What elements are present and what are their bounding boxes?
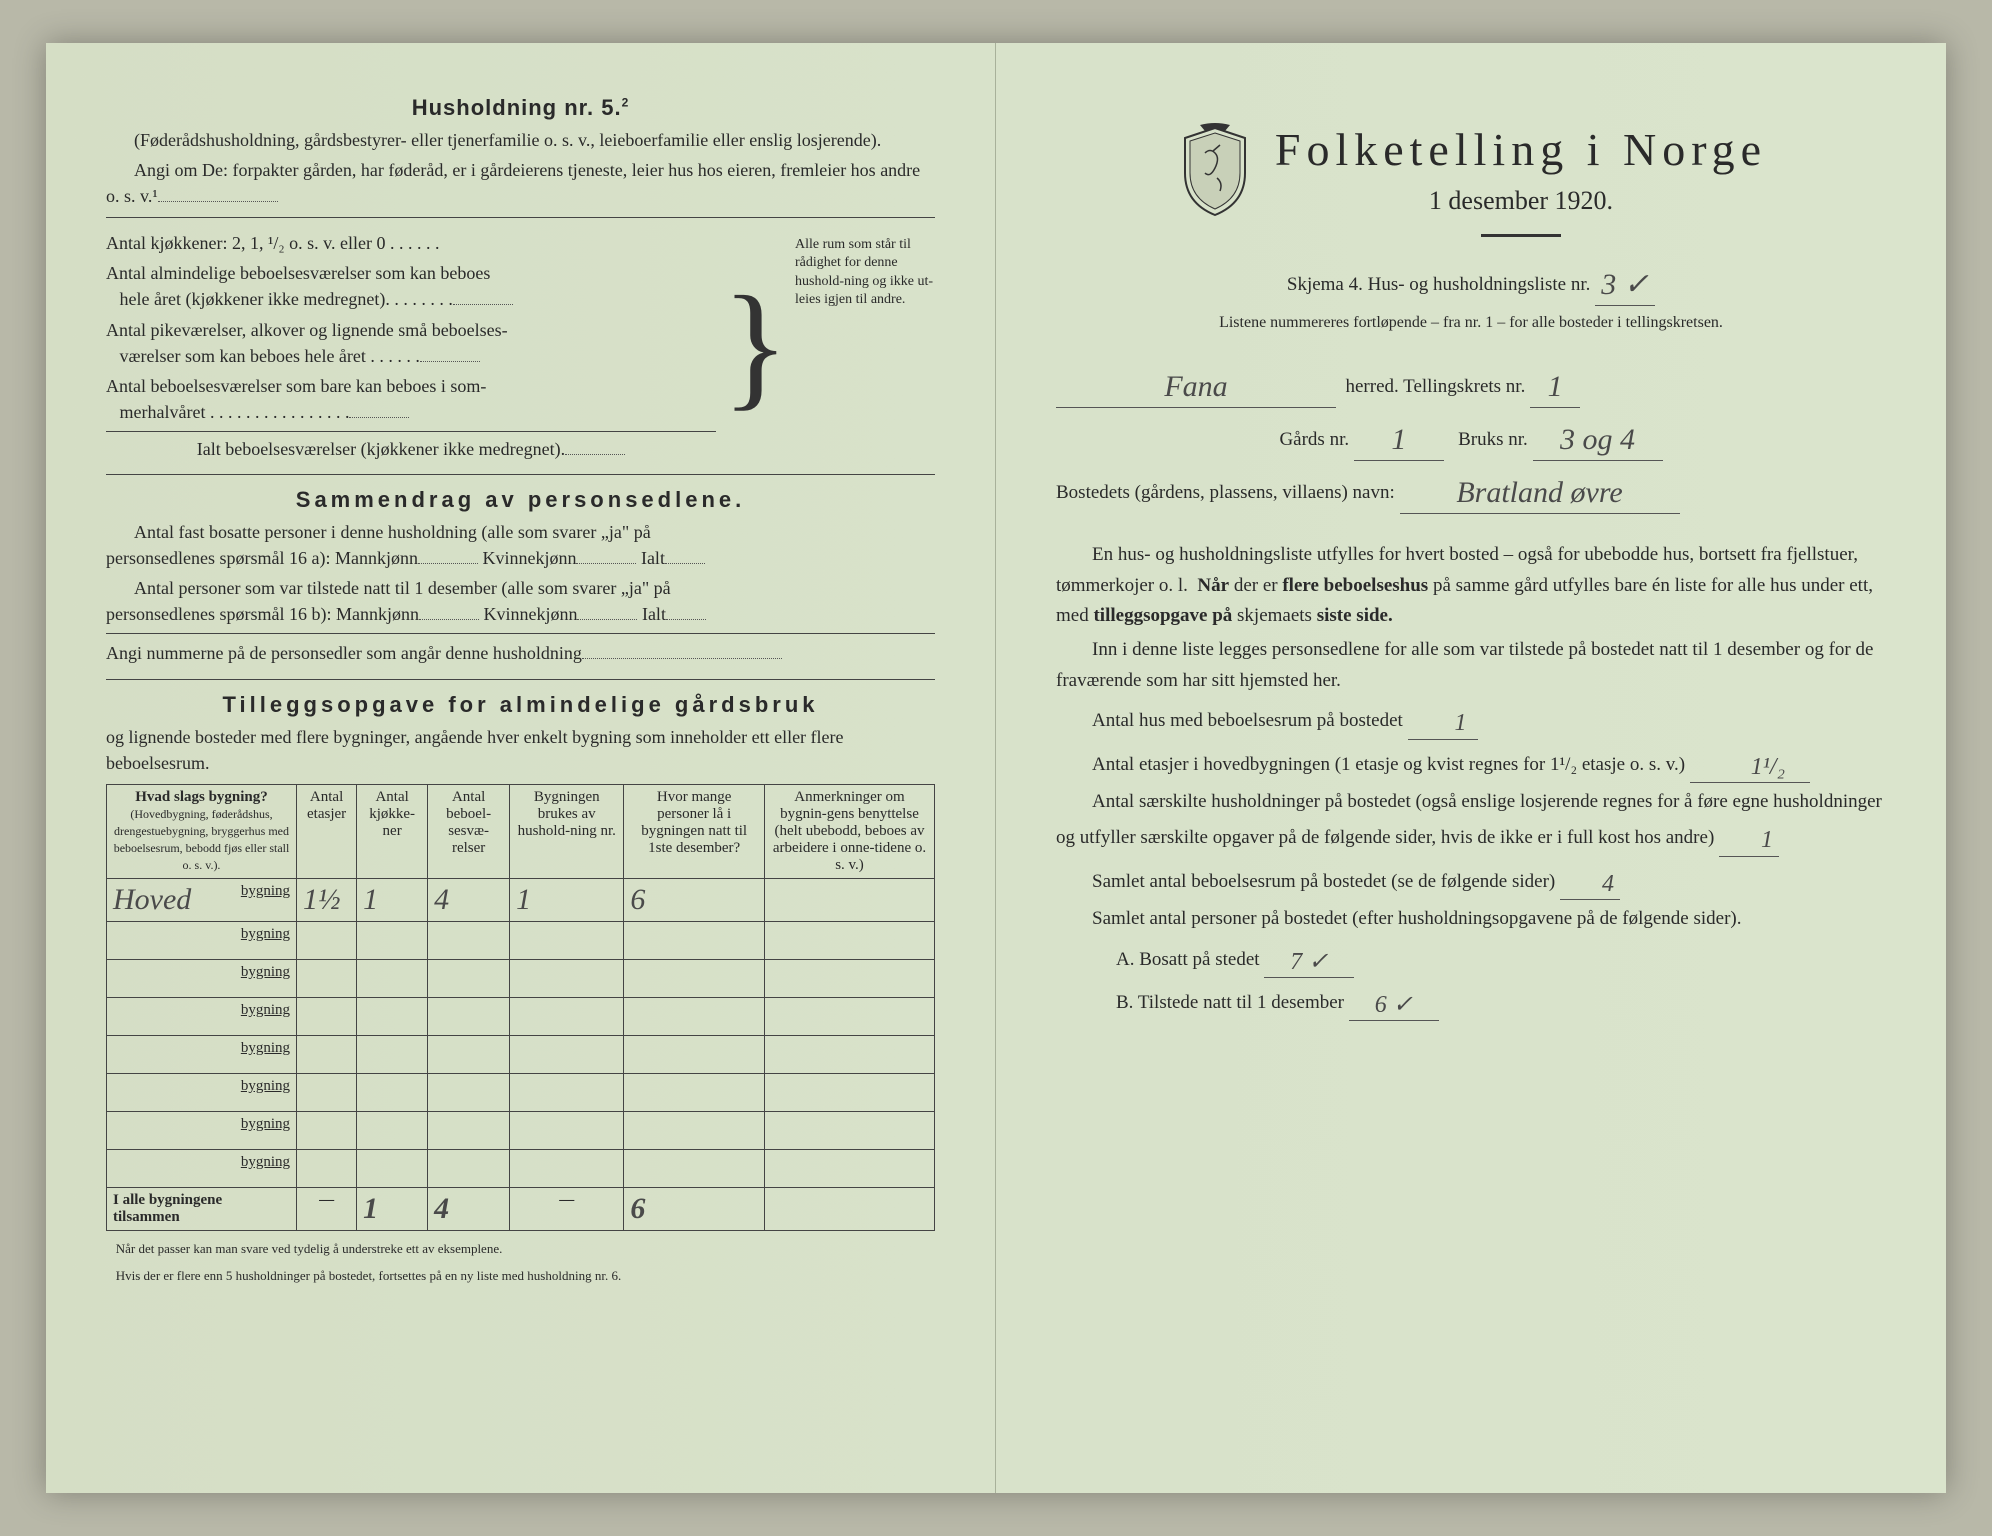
- table-row: bygning: [107, 1111, 935, 1149]
- th-beboel: Antal beboel-sesvæ-relser: [428, 784, 510, 878]
- footnote-2: Hvis der er flere enn 5 husholdninger på…: [106, 1268, 935, 1285]
- pikevaerelser-line: Antal pikeværelser, alkover og lignende …: [106, 317, 716, 369]
- beboelse-hele-aret: Antal almindelige beboelsesværelser som …: [106, 260, 716, 312]
- angi-nummerne: Angi nummerne på de personsedler som ang…: [106, 640, 935, 666]
- instructions-p1: En hus- og husholdningsliste utfylles fo…: [1056, 540, 1886, 631]
- rooms-brace-block: Antal kjøkkener: 2, 1, ¹/₂ o. s. v. elle…: [106, 226, 935, 466]
- left-page: Husholdning nr. 5.2 (Føderådshusholdning…: [46, 43, 996, 1493]
- brace-note: Alle rum som står til rådighet for denne…: [795, 226, 935, 466]
- th-kjokken: Antal kjøkke-ner: [357, 784, 428, 878]
- q1: Antal hus med beboelsesrum på bostedet 1: [1056, 700, 1886, 739]
- building-table: Hvad slags bygning? (Hovedbygning, føder…: [106, 784, 935, 1231]
- table-row: bygning: [107, 1073, 935, 1111]
- table-row: bygning: [107, 997, 935, 1035]
- table-row: bygning: [107, 1035, 935, 1073]
- listene-sub: Listene nummereres fortløpende – fra nr.…: [1056, 310, 1886, 336]
- table-row: bygning: [107, 1149, 935, 1187]
- th-bygning-type: Hvad slags bygning? (Hovedbygning, føder…: [107, 784, 297, 878]
- sammendrag-p1: Antal fast bosatte personer i denne hush…: [106, 519, 935, 571]
- bosted-line: Bostedets (gårdens, plassens, villaens) …: [1056, 465, 1886, 514]
- q3: Antal særskilte husholdninger på bostede…: [1056, 787, 1886, 857]
- sommer-line: Antal beboelsesværelser som bare kan beb…: [106, 373, 716, 425]
- table-totals-row: I alle bygningene tilsammen — 1 4 — 6: [107, 1187, 935, 1230]
- curly-brace: }: [716, 283, 795, 409]
- th-anmerk: Anmerkninger om bygnin-gens benyttelse (…: [765, 784, 935, 878]
- skjema-line: Skjema 4. Hus- og husholdningsliste nr. …: [1056, 257, 1886, 306]
- tillegg-title: Tilleggsopgave for almindelige gårdsbruk: [106, 692, 935, 718]
- sammendrag-p2: Antal personer som var tilstede natt til…: [106, 575, 935, 627]
- kjokken-line: Antal kjøkkener: 2, 1, ¹/₂ o. s. v. elle…: [106, 230, 716, 256]
- gards-line: Gårds nr. 1 Bruks nr. 3 og 4: [1056, 412, 1886, 461]
- th-personer: Hvor mange personer lå i bygningen natt …: [624, 784, 765, 878]
- sammendrag-title: Sammendrag av personsedlene.: [106, 487, 935, 513]
- q4: Samlet antal beboelsesrum på bostedet (s…: [1056, 861, 1886, 900]
- tillegg-sub: og lignende bosteder med flere bygninger…: [106, 724, 935, 776]
- q2: Antal etasjer i hovedbygningen (1 etasje…: [1056, 744, 1886, 783]
- instructions-p2: Inn i denne liste legges personsedlene f…: [1056, 635, 1886, 696]
- right-page: Folketelling i Norge 1 desember 1920. Sk…: [996, 43, 1946, 1493]
- line-a: A. Bosatt på stedet 7 ✓: [1116, 939, 1886, 978]
- line-b: B. Tilstede natt til 1 desember 6 ✓: [1116, 982, 1886, 1021]
- ialt-line: Ialt beboelsesværelser (kjøkkener ikke m…: [106, 436, 716, 462]
- h5-paragraph-1: (Føderådshusholdning, gårdsbestyrer- ell…: [106, 127, 935, 153]
- table-row: bygning: [107, 959, 935, 997]
- table-row: Hoved bygning 1½ 1 4 1 6: [107, 878, 935, 921]
- h5-paragraph-2: Angi om De: forpakter gården, har føderå…: [106, 157, 935, 209]
- title-divider: [1481, 234, 1561, 237]
- coat-of-arms-icon: [1175, 123, 1255, 218]
- main-title: Folketelling i Norge: [1275, 123, 1767, 176]
- th-etasjer: Antal etasjer: [297, 784, 357, 878]
- herred-line: Fana herred. Tellingskrets nr. 1: [1056, 359, 1886, 408]
- q5: Samlet antal personer på bostedet (efter…: [1056, 904, 1886, 934]
- document-spread: Husholdning nr. 5.2 (Føderådshusholdning…: [46, 43, 1946, 1493]
- husholdning-5-title: Husholdning nr. 5.2: [106, 95, 935, 121]
- table-row: bygning: [107, 921, 935, 959]
- th-brukes: Bygningen brukes av hushold-ning nr.: [510, 784, 624, 878]
- footnote-1: Når det passer kan man svare ved tydelig…: [106, 1241, 935, 1258]
- census-date: 1 desember 1920.: [1275, 182, 1767, 220]
